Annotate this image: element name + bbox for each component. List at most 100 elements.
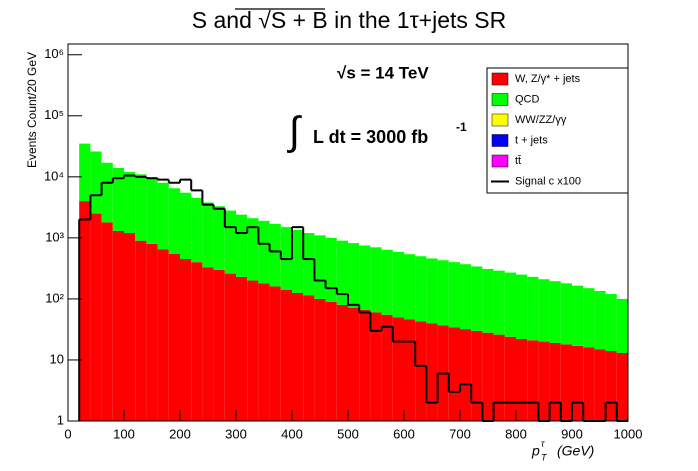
legend-label: W, Z/γ* + jets (515, 73, 581, 85)
x-tick-label: 100 (113, 426, 135, 441)
histogram-bar (213, 269, 225, 421)
x-tick-label: 900 (561, 426, 583, 441)
histogram-bar (202, 202, 214, 268)
histogram-bar (224, 210, 236, 274)
histogram-bar (303, 295, 315, 421)
histogram-bar (168, 188, 180, 254)
histogram-bar (404, 254, 416, 320)
histogram-bar (269, 286, 281, 421)
histogram-bar (527, 340, 539, 421)
histogram-bar (583, 347, 595, 421)
histogram-bar (594, 290, 606, 350)
histogram-bar (269, 223, 281, 287)
histogram-bar (247, 280, 259, 421)
histogram-bar (370, 247, 382, 313)
histogram-bar (247, 218, 259, 281)
x-label-sub: T (541, 452, 548, 462)
histogram-bar (448, 262, 460, 328)
histogram-bar (292, 229, 304, 294)
histogram-bar (504, 272, 516, 337)
histogram-bar (560, 344, 572, 421)
integral-sign: ∫ (287, 110, 303, 154)
x-label-base: p (531, 443, 540, 459)
histogram-bar (112, 230, 124, 421)
y-tick-label: 10² (45, 290, 64, 305)
histogram-bar (516, 274, 528, 340)
histogram-bar (538, 341, 550, 421)
histogram-bar (359, 309, 371, 421)
histogram-bar (426, 258, 438, 324)
histogram-bar (146, 243, 158, 421)
x-tick-label: 1000 (614, 426, 643, 441)
histogram-bar (605, 351, 617, 421)
y-tick-label: 10⁵ (44, 107, 64, 122)
histogram-bar (370, 312, 382, 421)
histogram-bar (493, 270, 505, 335)
histogram-bar (560, 283, 572, 345)
histogram-bar (325, 237, 337, 302)
x-tick-label: 800 (505, 426, 527, 441)
x-tick-label: 600 (393, 426, 415, 441)
legend-label: QCD (515, 93, 540, 105)
x-tick-label: 200 (169, 426, 191, 441)
x-tick-label: 400 (281, 426, 303, 441)
histogram-bar (549, 342, 561, 421)
y-tick-label: 10⁴ (44, 168, 64, 183)
histogram-bar (180, 192, 192, 260)
histogram-bar (292, 293, 304, 421)
histogram-bar (202, 267, 214, 421)
y-tick-label: 10 (50, 351, 64, 366)
histogram-bar (527, 276, 539, 341)
legend-swatch (491, 93, 509, 106)
histogram-bar (224, 273, 236, 421)
histogram-bar (415, 256, 427, 322)
histogram-bar (381, 314, 393, 421)
histogram-bar (79, 143, 91, 202)
histogram-bar (79, 201, 91, 421)
histogram-bar (348, 307, 360, 421)
legend-label: WW/ZZ/γγ (515, 114, 567, 126)
histogram-bar (280, 289, 292, 421)
lumi-label: L dt = 3000 fb (313, 127, 428, 147)
histogram-bar (336, 304, 348, 421)
histogram-bar (482, 268, 494, 333)
y-axis-label: Events Count/20 GeV (25, 52, 39, 168)
legend-label: tt̄ (515, 155, 521, 167)
histogram-bar (437, 260, 449, 326)
histogram-bar (572, 345, 584, 421)
histogram-bar (426, 323, 438, 421)
histogram-bar (303, 233, 315, 296)
histogram-bar (258, 283, 270, 421)
x-tick-label: 700 (449, 426, 471, 441)
legend-swatch (491, 154, 509, 168)
histogram-bar (180, 259, 192, 421)
histogram-bar (314, 235, 326, 299)
legend-label: Signal c x100 (515, 175, 581, 187)
x-tick-label: 500 (337, 426, 359, 441)
histogram-bar (583, 288, 595, 348)
histogram-bar (112, 167, 124, 231)
histogram-bar (191, 262, 203, 421)
histogram-bar (415, 321, 427, 421)
histogram-bar (191, 198, 203, 263)
histogram-bar (605, 294, 617, 352)
histogram-bar (348, 243, 360, 308)
histogram-bar (392, 317, 404, 421)
lumi-exponent: -1 (456, 120, 467, 134)
histogram-bar (314, 298, 326, 421)
histogram-bar (616, 298, 628, 354)
histogram-bar (135, 240, 147, 421)
x-label-sup: τ (541, 438, 545, 448)
x-label-unit: (GeV) (557, 443, 594, 459)
histogram-bar (482, 332, 494, 421)
histogram-bar (146, 178, 158, 244)
histogram-bar (572, 285, 584, 346)
histogram-bar (392, 251, 404, 318)
histogram-bar (157, 182, 169, 250)
x-tick-label: 300 (225, 426, 247, 441)
chart-title: S and √S + B in the 1τ+jets SR (192, 7, 507, 33)
histogram-bar (124, 233, 136, 421)
histogram-bar (359, 245, 371, 310)
